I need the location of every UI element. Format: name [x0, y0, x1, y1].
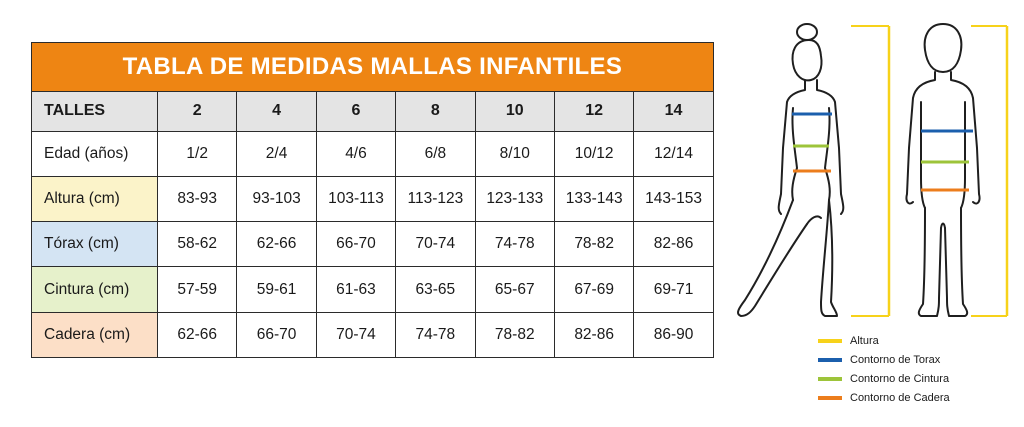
legend-item-cintura: Contorno de Cintura — [818, 369, 950, 388]
table-cell: 1/2 — [156, 130, 238, 177]
table-row-torax: Tórax (cm) 58-62 62-66 66-70 70-74 74-78… — [31, 221, 714, 268]
swatch-icon — [818, 376, 842, 381]
table-cell: 6/8 — [395, 130, 476, 177]
table-cell: 12/14 — [633, 130, 714, 177]
table-cell: 78-82 — [553, 221, 635, 268]
size-header: 8 — [395, 91, 476, 132]
table-cell: 57-59 — [156, 266, 238, 313]
size-chart-table: TABLA DE MEDIDAS MALLAS INFANTILES TALLE… — [31, 41, 714, 359]
table-row-altura: Altura (cm) 83-93 93-103 103-113 113-123… — [31, 175, 714, 223]
size-header: 10 — [474, 91, 555, 132]
table-cell: 113-123 — [395, 175, 476, 223]
row-label: Edad (años) — [31, 130, 158, 177]
legend-label: Altura — [850, 334, 879, 347]
size-header: 2 — [156, 91, 238, 132]
table-cell: 63-65 — [395, 266, 476, 313]
table-cell: 74-78 — [395, 311, 476, 359]
size-header: 4 — [236, 91, 317, 132]
table-cell: 61-63 — [315, 266, 397, 313]
header-label: TALLES — [31, 91, 158, 132]
legend-item-altura: Altura — [818, 331, 950, 350]
table-cell: 66-70 — [236, 311, 317, 359]
table-title: TABLA DE MEDIDAS MALLAS INFANTILES — [31, 41, 714, 93]
table-row-edad: Edad (años) 1/2 2/4 4/6 6/8 8/10 10/12 1… — [31, 130, 714, 177]
swatch-icon — [818, 338, 842, 343]
table-cell: 133-143 — [553, 175, 635, 223]
size-header: 12 — [553, 91, 635, 132]
body-measurement-figures — [737, 23, 1009, 317]
table-cell: 58-62 — [156, 221, 238, 268]
table-row-cadera: Cadera (cm) 62-66 66-70 70-74 74-78 78-8… — [31, 311, 714, 359]
size-header: 6 — [315, 91, 397, 132]
table-cell: 86-90 — [633, 311, 714, 359]
swatch-icon — [818, 357, 842, 362]
table-cell: 103-113 — [315, 175, 397, 223]
table-cell: 82-86 — [633, 221, 714, 268]
table-cell: 67-69 — [553, 266, 635, 313]
table-cell: 83-93 — [156, 175, 238, 223]
table-cell: 70-74 — [395, 221, 476, 268]
table-cell: 62-66 — [156, 311, 238, 359]
row-label: Altura (cm) — [31, 175, 158, 223]
table-cell: 2/4 — [236, 130, 317, 177]
table-cell: 65-67 — [474, 266, 555, 313]
legend-label: Contorno de Cintura — [850, 372, 950, 385]
girl-figure — [737, 23, 845, 317]
table-cell: 93-103 — [236, 175, 317, 223]
table-cell: 82-86 — [553, 311, 635, 359]
measurement-legend: Altura Contorno de Torax Contorno de Cin… — [818, 331, 950, 407]
table-cell: 123-133 — [474, 175, 555, 223]
table-cell: 8/10 — [474, 130, 555, 177]
size-header: 14 — [633, 91, 714, 132]
table-cell: 59-61 — [236, 266, 317, 313]
legend-item-torax: Contorno de Torax — [818, 350, 950, 369]
table-row-cintura: Cintura (cm) 57-59 59-61 61-63 63-65 65-… — [31, 266, 714, 313]
row-label: Tórax (cm) — [31, 221, 158, 268]
boy-figure — [905, 23, 981, 317]
table-cell: 4/6 — [315, 130, 397, 177]
header-row: TALLES 2 4 6 8 10 12 14 — [31, 91, 714, 132]
legend-item-cadera: Contorno de Cadera — [818, 388, 950, 407]
row-label: Cintura (cm) — [31, 266, 158, 313]
table-cell: 78-82 — [474, 311, 555, 359]
legend-label: Contorno de Torax — [850, 353, 941, 366]
table-cell: 70-74 — [315, 311, 397, 359]
table-cell: 74-78 — [474, 221, 555, 268]
row-label: Cadera (cm) — [31, 311, 158, 359]
table-cell: 10/12 — [553, 130, 635, 177]
table-cell: 66-70 — [315, 221, 397, 268]
swatch-icon — [818, 395, 842, 400]
table-cell: 143-153 — [633, 175, 714, 223]
legend-label: Contorno de Cadera — [850, 391, 950, 404]
table-cell: 62-66 — [236, 221, 317, 268]
table-cell: 69-71 — [633, 266, 714, 313]
